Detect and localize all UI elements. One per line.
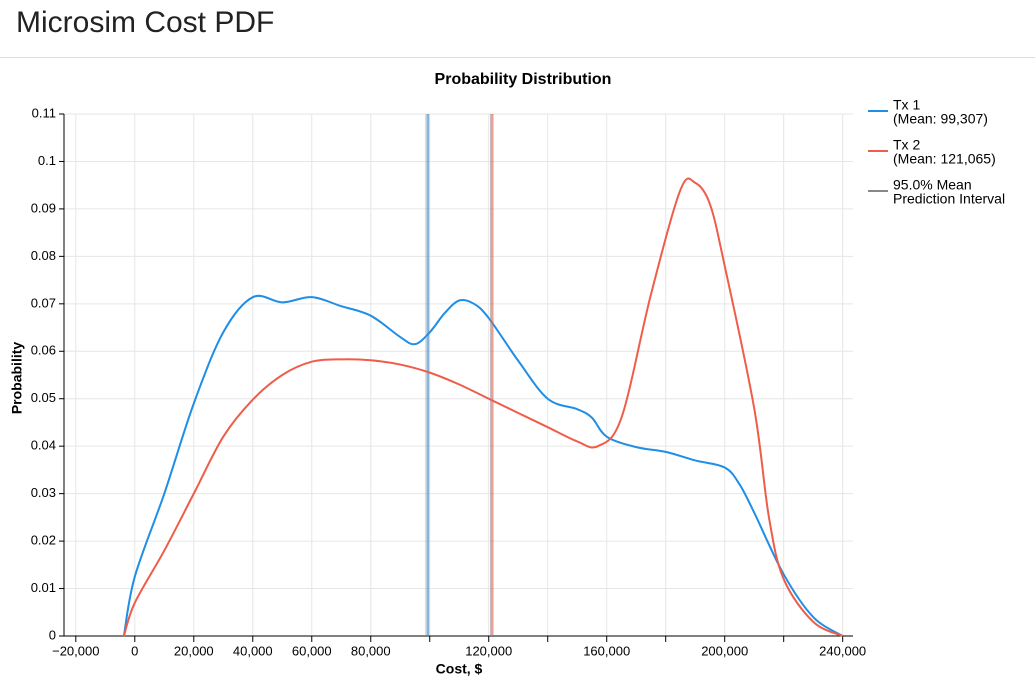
x-axis-label: Cost, $ [436, 661, 483, 677]
x-tick-label: 20,000 [174, 643, 214, 658]
legend-label: 95.0% Mean [893, 177, 972, 193]
page-title: Microsim Cost PDF [16, 6, 275, 39]
y-tick-label: 0.04 [31, 438, 56, 453]
legend-label: Tx 1 [893, 97, 920, 113]
chart: Probability Distribution Cost, $ Probabi… [9, 71, 1005, 677]
y-tick-label: 0.02 [31, 533, 56, 548]
y-tick-label: 0.08 [31, 248, 56, 263]
x-tick-label: 200,000 [701, 643, 748, 658]
y-tick-label: 0.06 [31, 343, 56, 358]
y-tick-label: 0.09 [31, 200, 56, 215]
y-tick-label: 0.07 [31, 295, 56, 310]
y-tick-label: 0.05 [31, 390, 56, 405]
legend-label: Tx 2 [893, 137, 920, 153]
legend-label: (Mean: 99,307) [893, 111, 988, 127]
y-tick-label: 0.11 [32, 105, 56, 120]
legend-label: Prediction Interval [893, 191, 1005, 207]
x-tick-label: 40,000 [233, 643, 273, 658]
x-tick-label: 160,000 [583, 643, 630, 658]
y-tick-label: 0.03 [31, 485, 56, 500]
chart-title: Probability Distribution [435, 71, 612, 88]
x-tick-label: −20,000 [52, 643, 99, 658]
legend-label: (Mean: 121,065) [893, 151, 996, 167]
x-tick-label: 0 [131, 643, 138, 658]
header: Microsim Cost PDF [0, 0, 1035, 58]
line [122, 294, 844, 637]
x-tick-label: 60,000 [292, 643, 332, 658]
x-tick-label: 80,000 [351, 643, 391, 658]
line [122, 177, 844, 637]
y-tick-label: 0.01 [31, 580, 56, 595]
y-tick-label: 0 [49, 627, 56, 642]
x-tick-label: 240,000 [819, 643, 866, 658]
y-axis-label: Probability [9, 342, 25, 415]
y-tick-label: 0.1 [38, 153, 56, 168]
x-tick-label: 120,000 [465, 643, 512, 658]
